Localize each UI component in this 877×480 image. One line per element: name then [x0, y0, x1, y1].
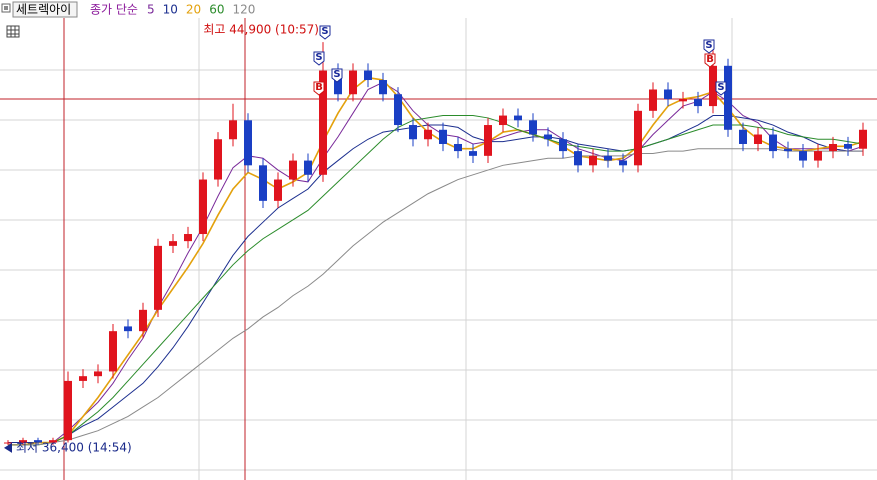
candle-body: [514, 115, 522, 121]
plot: 최고 44,900 (10:57)최저 36,400 (14:54)SSSBSB…: [4, 23, 867, 454]
candle-body: [649, 89, 657, 111]
ma-line: [8, 115, 864, 446]
ma-line: [8, 115, 863, 444]
min-pointer: [4, 442, 12, 453]
candle-body: [439, 129, 447, 144]
candle-body: [634, 110, 642, 166]
menu-icon-dot: [4, 6, 8, 10]
candle-body: [184, 234, 192, 242]
menu-icon[interactable]: [1, 3, 11, 13]
signal-badge: [313, 51, 325, 66]
candle-body: [154, 245, 162, 310]
candle-body: [859, 129, 867, 149]
candle-body: [424, 129, 432, 140]
candle-body: [484, 125, 492, 156]
candle-body: [19, 440, 27, 443]
candle-body: [724, 65, 732, 130]
legend-entry: 10: [163, 3, 178, 17]
grid-icon-lines: [7, 26, 19, 37]
signal-label: S: [717, 82, 724, 93]
legend-entry: 120: [232, 3, 255, 17]
candle-body: [709, 65, 717, 107]
candle-body: [109, 331, 117, 372]
candle-body: [229, 120, 237, 140]
candle-body: [304, 160, 312, 175]
signal-label: S: [321, 26, 328, 37]
candle-body: [244, 120, 252, 166]
signal-label: B: [706, 54, 714, 65]
candle-body: [574, 151, 582, 166]
candle-body: [679, 98, 687, 102]
max-annotation: 최고 44,900 (10:57): [203, 23, 319, 37]
grid-icon[interactable]: [6, 25, 20, 38]
legend-entry: 20: [186, 3, 201, 17]
signal-badge: [704, 53, 716, 68]
signal-badge: [331, 68, 343, 83]
signal-badge: [319, 25, 331, 40]
candle-body: [319, 70, 327, 175]
min-annotation: 최저 36,400 (14:54): [16, 440, 132, 454]
signal-badge: [715, 81, 727, 96]
candle-body: [394, 94, 402, 126]
ma-label: 종가 단순: [90, 3, 138, 17]
candle-body: [169, 241, 177, 246]
ma-line: [8, 148, 863, 446]
candle-body: [769, 134, 777, 152]
candle-body: [664, 89, 672, 99]
candle-body: [529, 120, 537, 135]
candle-body: [199, 179, 207, 235]
candle-body: [754, 134, 762, 144]
candle-body: [379, 80, 387, 95]
signal-label: B: [315, 82, 323, 93]
candle-body: [829, 143, 837, 152]
candle-body: [409, 125, 417, 140]
legend-entry: 5: [147, 3, 155, 17]
candle-body: [784, 148, 792, 152]
candle-body: [259, 165, 267, 201]
legend-entry: 60: [209, 3, 224, 17]
signal-badge: [703, 39, 715, 54]
candle-body: [274, 179, 282, 201]
candle-body: [64, 380, 72, 441]
candle-body: [739, 129, 747, 144]
candle-body: [139, 309, 147, 332]
candle-body: [349, 70, 357, 95]
legend: 5 10 20 60 120: [147, 3, 255, 17]
candle-body: [334, 70, 342, 95]
signal-badge: [313, 81, 325, 96]
candle-body: [364, 70, 372, 81]
candle-body: [589, 155, 597, 166]
candle-body: [844, 143, 852, 149]
candle-body: [454, 143, 462, 152]
stock-name: 세트렉아이: [16, 3, 71, 17]
candle-body: [604, 155, 612, 161]
candle-body: [124, 326, 132, 332]
candle-body: [544, 134, 552, 140]
candle-body: [79, 376, 87, 381]
candle-body: [49, 440, 57, 443]
header-bar: [0, 0, 877, 18]
candle-body: [694, 98, 702, 107]
stock-tab[interactable]: [12, 1, 78, 18]
candle-body: [289, 160, 297, 180]
candle-body: [94, 371, 102, 377]
candle-body: [214, 139, 222, 180]
candle-body: [619, 160, 627, 166]
candle-body: [499, 115, 507, 126]
ma-line: [8, 76, 864, 446]
candle-body: [814, 151, 822, 161]
signal-label: S: [333, 69, 340, 80]
candle-body: [469, 151, 477, 156]
signal-label: S: [315, 52, 322, 63]
candle-body: [4, 442, 12, 444]
candle-body: [34, 440, 42, 443]
candle-body: [559, 139, 567, 152]
candle-body: [799, 151, 807, 161]
signal-label: S: [705, 40, 712, 51]
